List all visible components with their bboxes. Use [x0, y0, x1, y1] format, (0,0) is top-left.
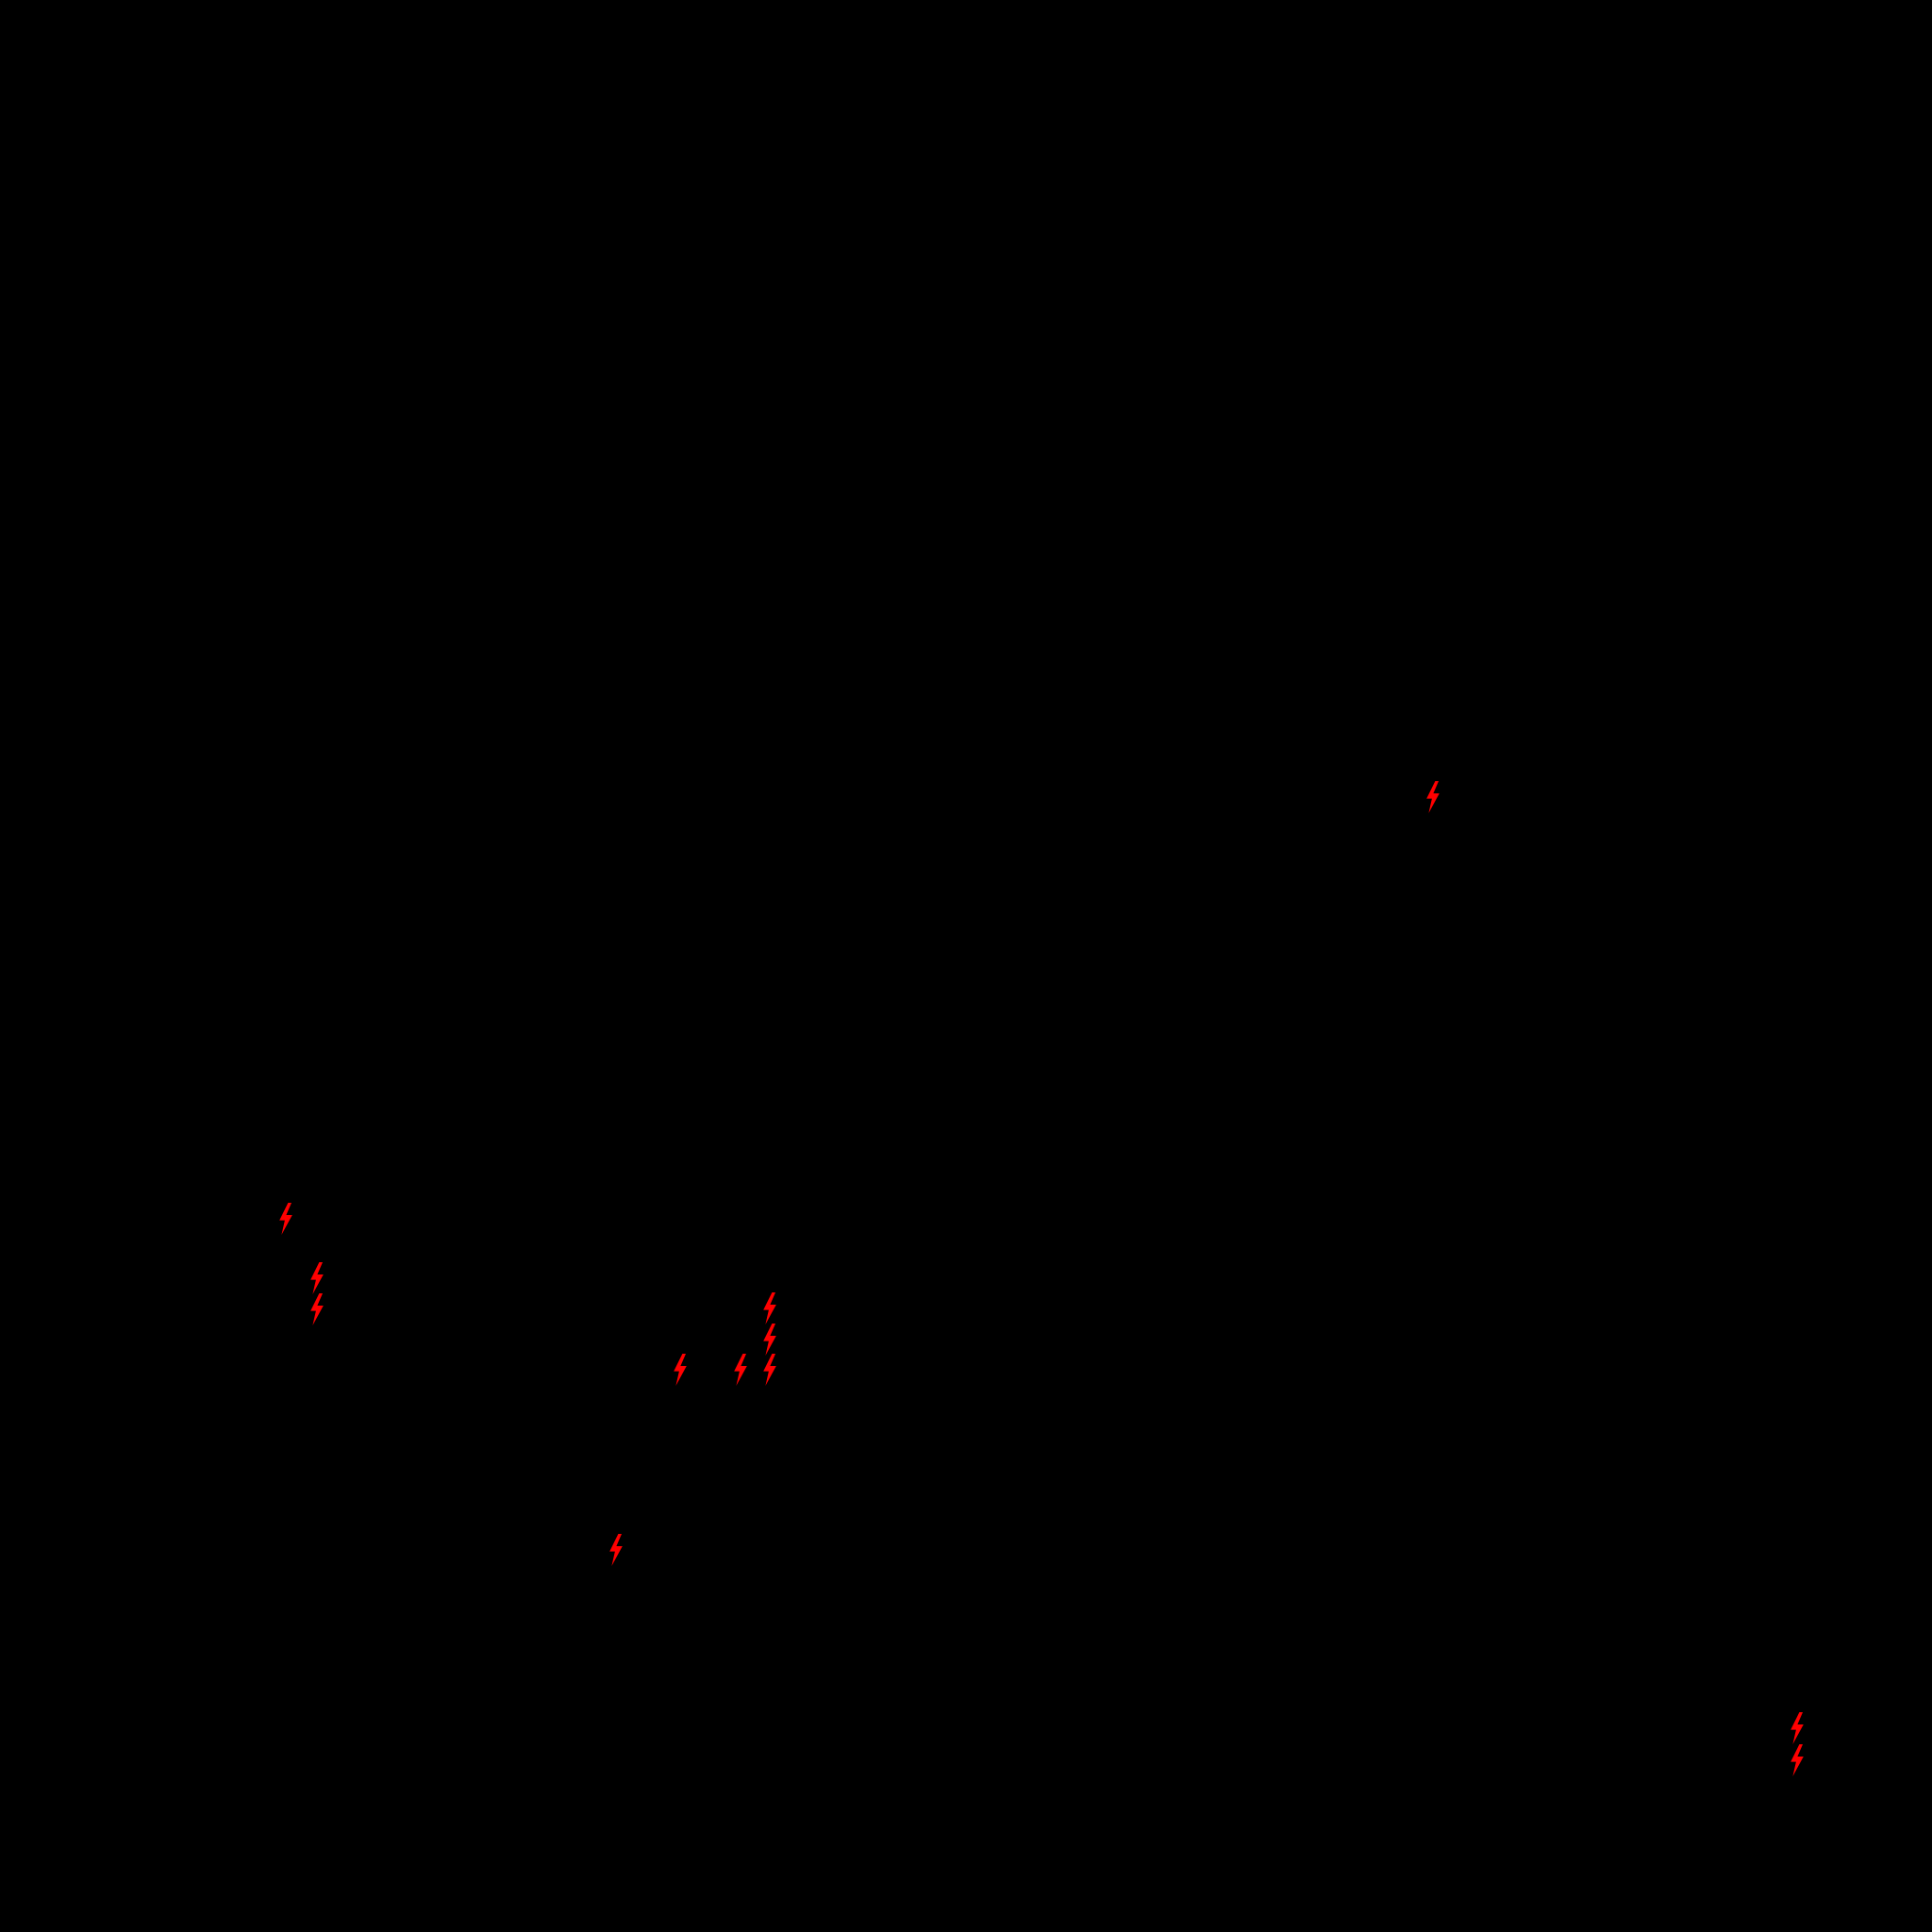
lightning-bolt-glyph: [1426, 781, 1440, 813]
lightning-bolt-icon: [761, 1354, 778, 1386]
lightning-bolt-icon: [761, 1324, 778, 1356]
lightning-bolt-icon: [1789, 1744, 1806, 1776]
lightning-bolt-icon: [308, 1262, 325, 1294]
lightning-bolt-icon: [732, 1354, 749, 1386]
lightning-bolt-icon: [308, 1293, 325, 1325]
lightning-bolt-glyph: [310, 1262, 324, 1294]
lightning-bolt-glyph: [734, 1354, 747, 1386]
lightning-bolt-icon: [761, 1292, 778, 1324]
lightning-bolt-glyph: [1790, 1744, 1804, 1776]
lightning-bolt-glyph: [609, 1534, 623, 1566]
lightning-bolt-icon: [608, 1534, 625, 1566]
lightning-bolt-glyph: [310, 1293, 324, 1325]
lightning-bolt-glyph: [674, 1354, 687, 1386]
lightning-bolt-glyph: [1790, 1712, 1804, 1744]
lightning-bolt-glyph: [763, 1292, 776, 1324]
lightning-bolt-glyph: [763, 1354, 776, 1386]
lightning-bolt-icon: [1424, 781, 1441, 813]
lightning-bolt-icon: [277, 1203, 294, 1235]
lightning-bolt-glyph: [279, 1203, 292, 1235]
lightning-bolt-glyph: [763, 1324, 776, 1356]
lightning-bolt-icon: [672, 1354, 689, 1386]
lightning-bolt-icon: [1789, 1712, 1806, 1744]
